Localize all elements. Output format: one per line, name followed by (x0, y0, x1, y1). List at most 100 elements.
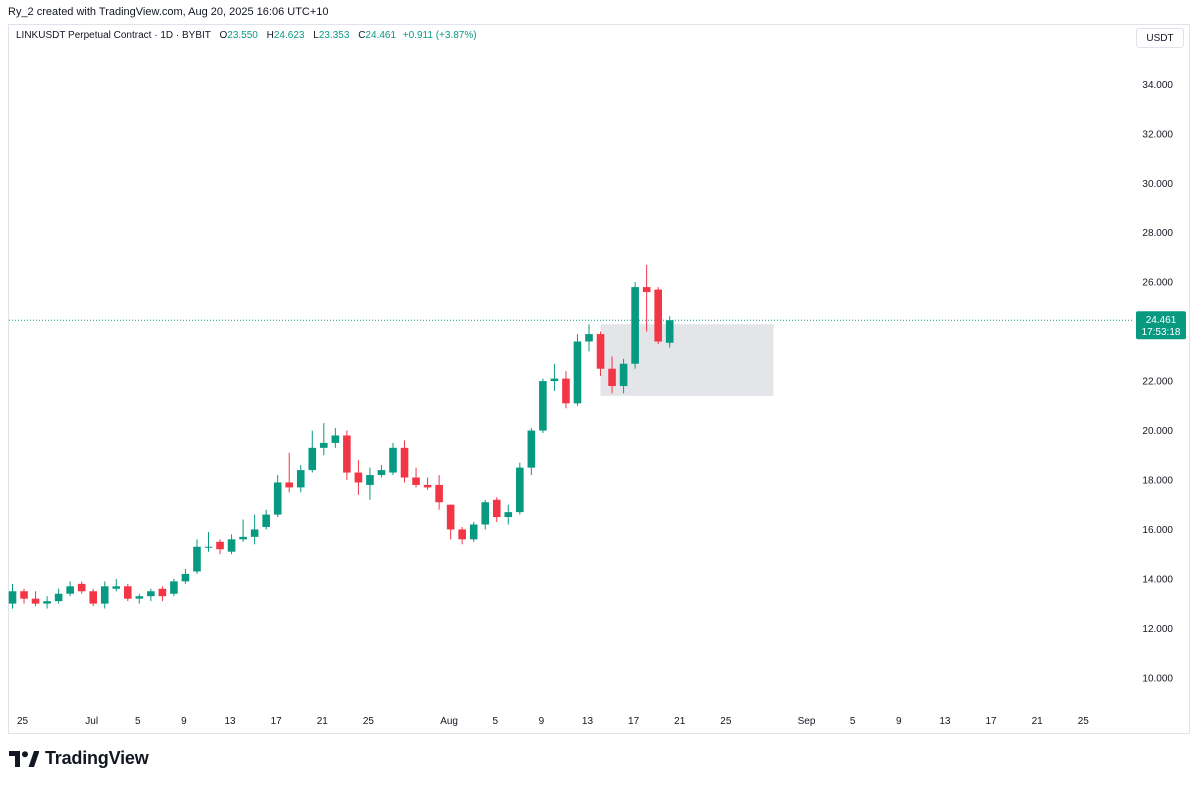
x-tick-label: 5 (492, 716, 498, 727)
candle-body (227, 539, 236, 552)
x-tick-label: 21 (1032, 716, 1044, 727)
candle-body (77, 583, 86, 592)
candle-body (31, 598, 40, 604)
x-tick-label: 13 (582, 716, 594, 727)
currency-button[interactable]: USDT (1136, 28, 1184, 48)
candle-body (343, 435, 351, 473)
countdown-label: 17:53:18 (1142, 327, 1181, 338)
symbol-title[interactable]: LINKUSDT Perpetual Contract · 1D · BYBIT (16, 30, 211, 41)
candle-body (354, 472, 363, 483)
candle-body (8, 591, 17, 604)
candle-body (631, 287, 639, 364)
candle-body (389, 447, 397, 473)
candle-body (135, 596, 144, 599)
candle-body (66, 586, 74, 594)
candle-body (516, 467, 524, 513)
low-value: 23.353 (318, 30, 350, 41)
x-tick-label: 13 (224, 716, 236, 727)
tradingview-logo-icon (9, 750, 39, 767)
y-tick-label: 14.000 (1142, 574, 1173, 585)
y-tick-label: 28.000 (1142, 228, 1173, 239)
y-tick-label: 22.000 (1142, 377, 1173, 388)
price-label: 24.461 (1146, 315, 1177, 326)
x-tick-label: 21 (674, 716, 686, 727)
candle-body (170, 581, 178, 594)
x-tick-label: 25 (17, 716, 29, 727)
high-label: H (266, 30, 274, 41)
x-tick-label: 9 (539, 716, 545, 727)
candle-body (285, 482, 294, 488)
candle-body (54, 593, 63, 602)
candle-body (273, 482, 282, 515)
candle-body (469, 524, 478, 540)
chart-credit: Ry_2 created with TradingView.com, Aug 2… (8, 6, 329, 18)
open-label: O (219, 30, 228, 41)
candle-body (216, 541, 224, 550)
x-tick-label: 5 (135, 716, 141, 727)
candle-body (89, 591, 98, 604)
candle-body (481, 502, 490, 525)
candle-body (377, 470, 386, 476)
price-label-box (1136, 311, 1186, 340)
candle-body (608, 368, 616, 387)
tradingview-logo-text: TradingView (45, 748, 149, 768)
candle-body (527, 430, 536, 468)
open-value: 23.550 (227, 30, 258, 41)
x-tick-label: Sep (798, 716, 816, 727)
high-value: 24.623 (273, 30, 305, 41)
candle-body (331, 435, 340, 443)
x-tick-label: 21 (317, 716, 329, 727)
x-tick-label: 17 (271, 716, 283, 727)
close-value: 24.461 (365, 30, 397, 41)
candle-body (435, 484, 443, 503)
x-tick-label: 13 (939, 716, 951, 727)
candle-body (585, 334, 593, 342)
candle-body (400, 447, 409, 478)
candle-body (596, 334, 605, 369)
y-tick-label: 12.000 (1142, 624, 1173, 635)
x-tick-label: 9 (896, 716, 902, 727)
candle-body (100, 586, 109, 604)
symbol-legend: LINKUSDT Perpetual Contract · 1D · BYBIT… (16, 30, 477, 41)
y-tick-label: 26.000 (1142, 278, 1173, 289)
candle-body (504, 512, 513, 518)
candle-body (320, 442, 328, 448)
candle-body (654, 289, 662, 342)
candle-body (665, 320, 674, 343)
candle-body (158, 588, 167, 597)
candle-body (539, 381, 547, 431)
candle-body (204, 546, 213, 548)
candle-body (296, 470, 305, 488)
x-tick-label: 25 (1078, 716, 1090, 727)
y-tick-label: 34.000 (1142, 80, 1173, 91)
candle-body (412, 477, 420, 485)
x-tick-label: 9 (181, 716, 187, 727)
x-tick-label: Jul (85, 716, 98, 727)
candle-body (124, 586, 132, 599)
candle-body (642, 287, 651, 293)
candle-body (147, 591, 155, 597)
demand-zone (600, 324, 774, 396)
candle-body (423, 484, 432, 488)
x-tick-label: 17 (985, 716, 997, 727)
x-tick-label: Aug (440, 716, 458, 727)
y-tick-label: 20.000 (1142, 426, 1173, 437)
low-label: L (313, 30, 319, 41)
candle-body (446, 504, 455, 530)
candle-body (181, 573, 190, 582)
candle-body (262, 514, 270, 527)
candle-body (20, 591, 28, 599)
chart-frame (8, 24, 1190, 734)
candle-body (550, 378, 559, 382)
y-tick-label: 32.000 (1142, 129, 1173, 140)
candle-body (43, 601, 51, 604)
change-value: +0.911 (+3.87%) (402, 30, 477, 41)
y-tick-label: 30.000 (1142, 179, 1173, 190)
candle-body (250, 529, 259, 537)
x-tick-label: 17 (628, 716, 640, 727)
candle-body (366, 475, 374, 485)
tradingview-logo[interactable]: TradingView (9, 748, 149, 769)
candle-body (492, 499, 501, 518)
candle-body (193, 546, 201, 572)
